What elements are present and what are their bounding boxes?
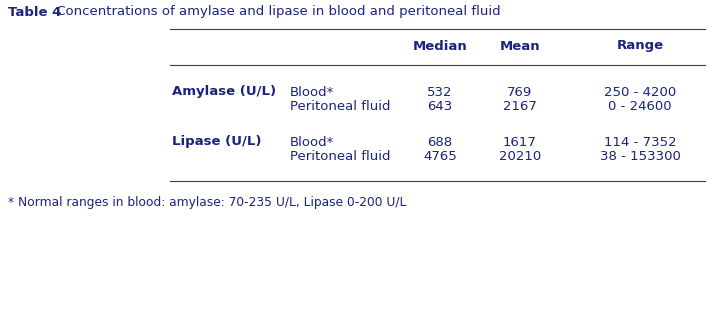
Text: Range: Range: [616, 40, 664, 52]
Text: 2167: 2167: [503, 100, 537, 113]
Text: Lipase (U/L): Lipase (U/L): [172, 136, 262, 149]
Text: Concentrations of amylase and lipase in blood and peritoneal fluid: Concentrations of amylase and lipase in …: [52, 6, 500, 19]
Text: 4765: 4765: [423, 150, 457, 164]
Text: 769: 769: [508, 85, 533, 99]
Text: Table 4: Table 4: [8, 6, 61, 19]
Text: 250 - 4200: 250 - 4200: [604, 85, 676, 99]
Text: 20210: 20210: [499, 150, 541, 164]
Text: Mean: Mean: [500, 40, 541, 52]
Text: Amylase (U/L): Amylase (U/L): [172, 85, 276, 99]
Text: * Normal ranges in blood: amylase: 70-235 U/L, Lipase 0-200 U/L: * Normal ranges in blood: amylase: 70-23…: [8, 196, 406, 209]
Text: 114 - 7352: 114 - 7352: [603, 136, 676, 149]
Text: 38 - 153300: 38 - 153300: [600, 150, 681, 164]
Text: Peritoneal fluid: Peritoneal fluid: [290, 150, 390, 164]
Text: Blood*: Blood*: [290, 85, 335, 99]
Text: 0 - 24600: 0 - 24600: [608, 100, 672, 113]
Text: Median: Median: [413, 40, 468, 52]
Text: 532: 532: [428, 85, 453, 99]
Text: 688: 688: [428, 136, 453, 149]
Text: Peritoneal fluid: Peritoneal fluid: [290, 100, 390, 113]
Text: 1617: 1617: [503, 136, 537, 149]
Text: 643: 643: [428, 100, 453, 113]
Text: Blood*: Blood*: [290, 136, 335, 149]
